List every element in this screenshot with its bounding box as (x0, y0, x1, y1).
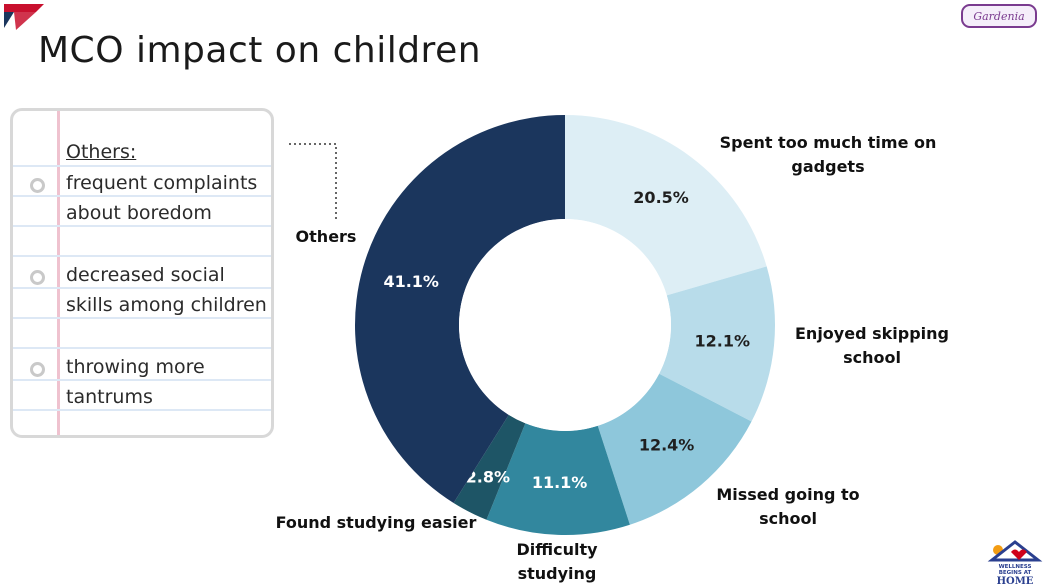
slice-value-label: 41.1% (383, 272, 439, 291)
slice-category-label: Difficulty studying (516, 540, 598, 583)
donut-slice (486, 423, 630, 535)
brand-badge-text: Gardenia (973, 10, 1024, 23)
slice-value-label: 12.1% (694, 331, 750, 350)
brand-badge-logo: Gardenia (961, 4, 1037, 28)
donut-slice (453, 414, 526, 520)
notepad-rule (13, 317, 271, 319)
bullet-icon (30, 270, 45, 285)
corner-logo-icon (4, 4, 44, 30)
bullet-icon (30, 362, 45, 377)
bullet-icon (30, 178, 45, 193)
note-line: skills among children (66, 294, 267, 316)
note-line: throwing more (66, 356, 205, 378)
wellness-logo-icon: WELLNESS BEGINS AT HOME (987, 540, 1043, 586)
note-line: about boredom (66, 202, 212, 224)
slice-category-label: Others (296, 227, 357, 246)
wellness-logo-line: HOME (997, 576, 1034, 586)
notepad-rule (13, 409, 271, 411)
notepad-rule (13, 287, 271, 289)
slice-category-label: Found studying easier (276, 513, 477, 532)
notes-heading: Others: (66, 141, 137, 163)
donut-slice (354, 115, 565, 504)
donut-slice (659, 266, 775, 422)
notepad-rule (13, 255, 271, 257)
notepad-rule (13, 195, 271, 197)
slice-category-label: Enjoyed skipping school (795, 324, 949, 367)
notepad-rule (13, 165, 271, 167)
slice-value-label: 2.8% (466, 467, 510, 486)
slice-category-label: Missed going to school (716, 485, 859, 528)
notepad-rule (13, 379, 271, 381)
donut-slice (565, 115, 767, 296)
others-notepad: Others: frequent complaints about boredo… (10, 108, 274, 438)
donut-slice (597, 373, 752, 525)
note-line: decreased social (66, 264, 225, 286)
donut-hole (459, 219, 671, 431)
note-line: frequent complaints (66, 172, 258, 194)
wellness-logo-line: BEGINS AT (999, 570, 1032, 576)
slice-value-label: 12.4% (639, 436, 695, 455)
notepad-rule (13, 225, 271, 227)
notepad-margin-line (57, 111, 60, 435)
note-line: tantrums (66, 386, 153, 408)
slice-value-label: 11.1% (532, 473, 588, 492)
wellness-logo-line: WELLNESS (999, 564, 1032, 570)
notepad-rule (13, 347, 271, 349)
slice-category-label: Spent too much time on gadgets (720, 133, 937, 176)
slice-value-label: 20.5% (633, 188, 689, 207)
page-title: MCO impact on children (38, 30, 482, 71)
